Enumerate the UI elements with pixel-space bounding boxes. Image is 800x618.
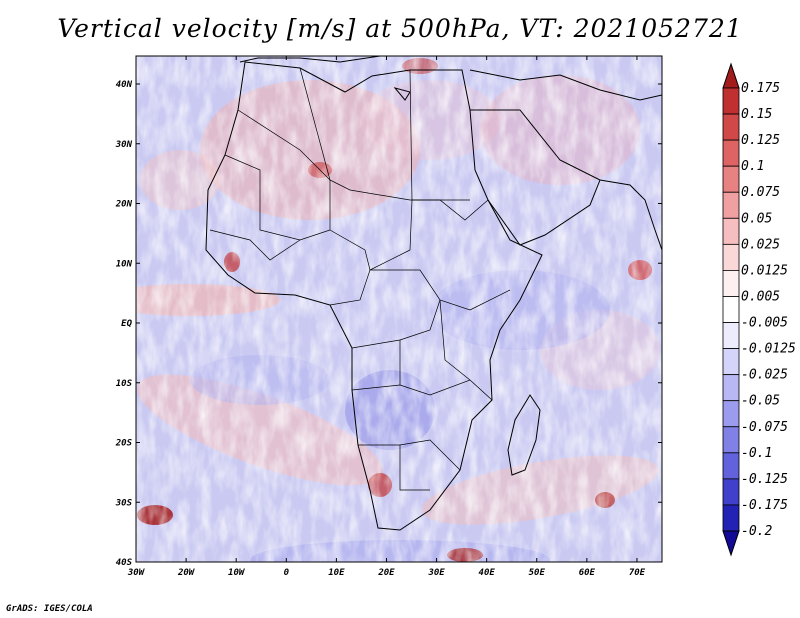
colorbar-segment <box>722 217 740 245</box>
lon-tick-label: 70E <box>629 568 646 578</box>
colorbar-top-arrow <box>722 62 740 89</box>
colorbar-label: 0.025 <box>741 237 780 252</box>
lat-tick-label: 10S <box>116 379 133 389</box>
colorbar-label: -0.125 <box>741 472 788 487</box>
colorbar-segment <box>722 191 740 219</box>
colorbar-label: 0.1 <box>741 159 764 174</box>
lon-tick-label: 60E <box>579 568 596 578</box>
colorbar-segment <box>722 348 740 376</box>
colorbar-label: -0.05 <box>741 394 780 409</box>
colorbar-label: 0.005 <box>741 289 780 304</box>
lat-tick-label: EQ <box>121 319 132 329</box>
colorbar-bottom-arrow <box>722 530 740 557</box>
colorbar-segment <box>722 504 740 532</box>
lat-tick-label: 40N <box>116 80 133 90</box>
colorbar-label: 0.05 <box>741 211 772 226</box>
lon-tick-label: 50E <box>529 568 546 578</box>
lon-tick-label: 40E <box>479 568 496 578</box>
lat-tick-label: 30N <box>115 140 133 150</box>
lat-tick-label: 20S <box>115 439 133 449</box>
axis-ticks: 30W 20W 10W 0 10E 20E 30E 40E 50E 60E 70E 40N 30N 20N… <box>115 56 662 578</box>
lon-tick-label: 10W <box>228 568 246 578</box>
colorbar-segment <box>722 87 740 115</box>
lon-tick-label: 0 <box>284 568 290 578</box>
colorbar-segment <box>722 270 740 297</box>
colorbar-label: 0.175 <box>741 81 780 96</box>
colorbar: 0.175 0.15 0.125 0.1 0.075 0.05 0.025 0.0125 0.0… <box>722 62 796 557</box>
colorbar-segment <box>722 322 740 349</box>
colorbar-label: -0.025 <box>741 368 788 383</box>
lat-tick-label: 20N <box>115 200 133 210</box>
lon-tick-label: 20E <box>377 568 395 578</box>
colorbar-segment <box>722 113 740 141</box>
lon-tick-label: 10E <box>328 568 345 578</box>
colorbar-label: -0.175 <box>741 498 788 513</box>
colorbar-segment <box>722 165 740 193</box>
colorbar-segment <box>722 243 740 271</box>
lon-tick-label: 20W <box>177 568 196 578</box>
colorbar-label: 0.125 <box>741 133 780 148</box>
colorbar-segment <box>722 478 740 506</box>
lat-tick-label: 30S <box>115 498 133 508</box>
colorbar-segment <box>722 139 740 167</box>
plot-frame <box>135 55 663 563</box>
colorbar-label: 0.0125 <box>741 263 788 278</box>
colorbar-label: -0.075 <box>741 420 788 435</box>
colorbar-label: -0.1 <box>741 446 772 461</box>
grads-credit: GrADS: IGES/COLA <box>6 604 93 614</box>
lat-tick-label: 10N <box>116 259 133 269</box>
vertical-velocity-field <box>136 56 662 562</box>
lat-tick-label: 40S <box>116 558 133 568</box>
colorbar-segment <box>722 400 740 428</box>
colorbar-label: 0.15 <box>741 107 772 122</box>
country-borders <box>209 67 511 491</box>
chart-title: Vertical velocity [m/s] at 500hPa, VT: 2… <box>57 14 743 43</box>
colorbar-label: -0.0125 <box>741 342 796 357</box>
colorbar-segment <box>722 374 740 402</box>
colorbar-segment <box>722 296 740 323</box>
colorbar-label: -0.005 <box>741 316 788 331</box>
lon-tick-label: 30E <box>427 568 445 578</box>
colorbar-segment <box>722 426 740 454</box>
colorbar-segment <box>722 452 740 480</box>
colorbar-label: 0.075 <box>741 185 780 200</box>
lon-tick-label: 30W <box>127 568 146 578</box>
colorbar-label: -0.2 <box>741 524 772 539</box>
